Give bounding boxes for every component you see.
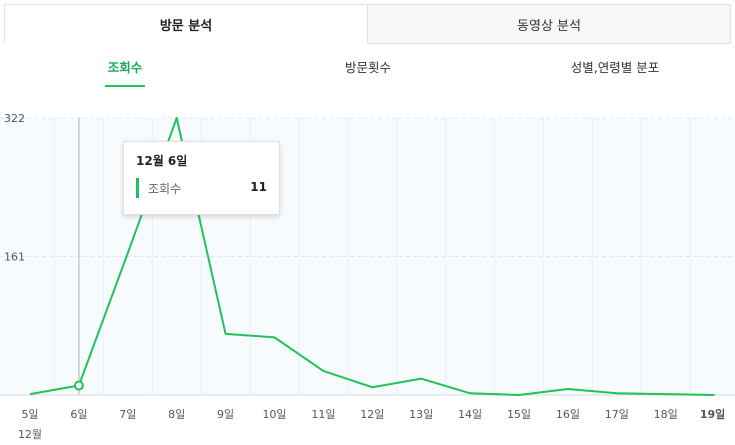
hovered-data-point xyxy=(73,380,84,391)
x-tick-label: 9일 xyxy=(217,407,234,421)
x-tick-label: 5일 xyxy=(21,407,38,421)
subtab-views-label: 조회수 xyxy=(107,59,143,75)
chart-svg: 161 322 5일 6일 7일 8일 9일 10일 11일 12일 13일 14일 15일 16일 17일… xyxy=(0,112,735,441)
subtab-gender-age[interactable]: 성별,연령별 분포 xyxy=(555,44,675,88)
tooltip-value: 11 xyxy=(250,180,267,194)
views-line-chart[interactable]: 161 322 5일 6일 7일 8일 9일 10일 11일 12일 13일 14일 15일 16일 17일… xyxy=(0,88,735,445)
x-tick-label: 19일 xyxy=(700,407,725,421)
subtab-views[interactable]: 조회수 xyxy=(105,44,145,88)
subtab-visit-count-label: 방문횟수 xyxy=(344,59,391,75)
tab-visit-analysis[interactable]: 방문 분석 xyxy=(4,4,368,44)
tooltip-series-label: 조회수 xyxy=(148,182,182,196)
y-tick-label: 161 xyxy=(4,251,25,264)
x-month-label: 12월 xyxy=(18,428,42,441)
x-tick-label: 16일 xyxy=(556,407,580,421)
x-tick-label: 18일 xyxy=(654,407,678,421)
x-tick-label: 12일 xyxy=(360,407,384,421)
x-tick-label: 6일 xyxy=(70,407,87,421)
x-tick-label: 8일 xyxy=(168,407,185,421)
x-tick-label: 7일 xyxy=(119,407,136,421)
tooltip-series-marker xyxy=(136,178,139,198)
y-tick-label: 322 xyxy=(4,112,25,125)
top-tab-bar: 방문 분석 동영상 분석 xyxy=(4,4,731,44)
x-tick-label: 11일 xyxy=(311,407,335,421)
subtab-visit-count[interactable]: 방문횟수 xyxy=(330,44,406,88)
tab-video-analysis[interactable]: 동영상 분석 xyxy=(368,4,731,44)
x-tick-label: 17일 xyxy=(605,407,629,421)
x-tick-label: 14일 xyxy=(458,407,482,421)
x-tick-label: 15일 xyxy=(507,407,531,421)
active-tab-underline xyxy=(105,85,145,87)
subtab-gender-age-label: 성별,연령별 분포 xyxy=(570,59,660,75)
x-tick-label: 13일 xyxy=(409,407,433,421)
sub-tab-bar: 조회수 방문횟수 성별,연령별 분포 xyxy=(0,44,735,88)
chart-tooltip: 12월 6일 조회수 11 xyxy=(123,141,280,215)
tooltip-date: 12월 6일 xyxy=(136,154,188,168)
x-tick-label: 10일 xyxy=(262,407,286,421)
